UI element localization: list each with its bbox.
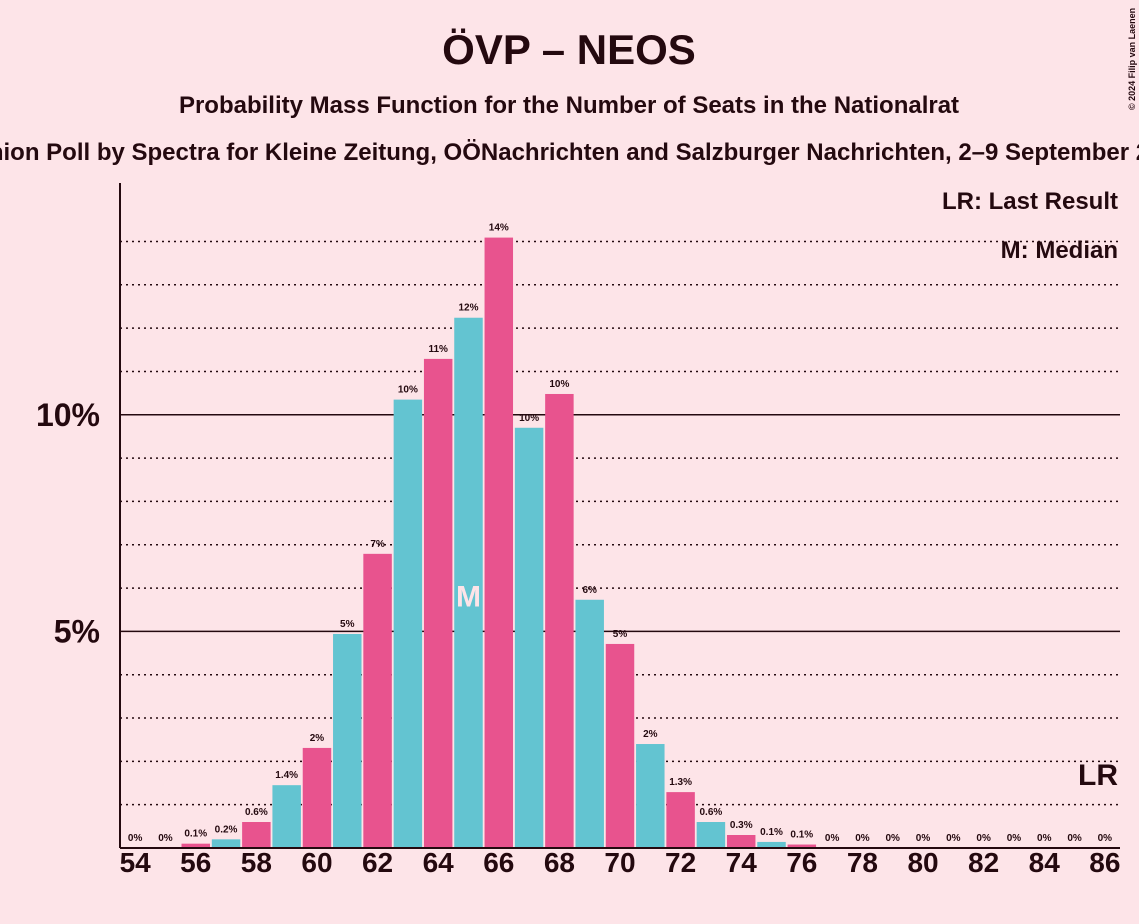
bar bbox=[272, 785, 301, 848]
value-label: 14% bbox=[489, 223, 509, 234]
x-tick-label: 58 bbox=[241, 847, 272, 878]
chart-caption: Opinion Poll by Spectra for Kleine Zeitu… bbox=[0, 139, 1139, 166]
bar bbox=[696, 822, 726, 848]
legend-entry: M: Median bbox=[1001, 237, 1118, 264]
y-tick-label: 5% bbox=[54, 613, 100, 649]
bar bbox=[181, 843, 210, 848]
x-tick-label: 74 bbox=[726, 847, 758, 878]
x-tick-label: 86 bbox=[1089, 847, 1120, 878]
x-tick-label: 64 bbox=[423, 847, 455, 878]
value-label: 0.3% bbox=[730, 820, 753, 831]
y-tick-label: 10% bbox=[36, 397, 100, 433]
value-label: 0% bbox=[1007, 833, 1022, 844]
x-tick-label: 84 bbox=[1029, 847, 1061, 878]
bar bbox=[363, 553, 392, 848]
value-label: 0% bbox=[855, 833, 870, 844]
x-tick-label: 56 bbox=[180, 847, 211, 878]
bar bbox=[726, 835, 756, 848]
value-label: 10% bbox=[519, 413, 539, 424]
x-tick-label: 62 bbox=[362, 847, 393, 878]
value-label: 0% bbox=[825, 833, 840, 844]
value-label: 0% bbox=[128, 833, 143, 844]
value-label: 2% bbox=[643, 729, 658, 740]
x-tick-label: 66 bbox=[483, 847, 514, 878]
bar bbox=[454, 317, 483, 848]
bar bbox=[757, 841, 786, 848]
bar bbox=[605, 643, 635, 848]
value-label: 5% bbox=[340, 619, 355, 630]
value-label: 0.1% bbox=[790, 830, 813, 841]
value-label: 0% bbox=[1037, 833, 1052, 844]
value-label: 0% bbox=[1098, 833, 1113, 844]
x-tick-label: 72 bbox=[665, 847, 696, 878]
bar bbox=[545, 393, 574, 848]
value-label: 0.6% bbox=[700, 807, 723, 818]
legend-entry: LR: Last Result bbox=[942, 188, 1118, 215]
x-tick-label: 80 bbox=[907, 847, 938, 878]
value-label: 0.2% bbox=[215, 824, 238, 835]
value-label: 11% bbox=[428, 344, 448, 355]
value-label: 0% bbox=[976, 833, 991, 844]
x-tick-label: 68 bbox=[544, 847, 575, 878]
value-label: 0% bbox=[946, 833, 961, 844]
x-tick-label: 70 bbox=[604, 847, 635, 878]
value-label: 0.6% bbox=[245, 807, 268, 818]
value-label: 0.1% bbox=[760, 827, 783, 838]
bar bbox=[636, 744, 665, 848]
x-tick-label: 60 bbox=[301, 847, 332, 878]
bar bbox=[514, 427, 544, 848]
bar bbox=[393, 399, 423, 848]
x-tick-label: 78 bbox=[847, 847, 878, 878]
median-marker: M bbox=[456, 581, 481, 614]
bar bbox=[575, 599, 604, 848]
value-label: 2% bbox=[310, 733, 325, 744]
last-result-label: LR bbox=[1078, 759, 1118, 792]
value-label: 0.1% bbox=[184, 829, 207, 840]
x-tick-label: 82 bbox=[968, 847, 999, 878]
x-tick-label: 54 bbox=[120, 847, 152, 878]
bar bbox=[666, 792, 695, 848]
copyright: © 2024 Filip van Laenen bbox=[1127, 8, 1137, 110]
value-label: 1.3% bbox=[669, 777, 692, 788]
value-label: 0% bbox=[886, 833, 901, 844]
bar bbox=[787, 844, 817, 848]
chart-subtitle: Probability Mass Function for the Number… bbox=[179, 92, 959, 119]
value-label: 0% bbox=[916, 833, 931, 844]
bar bbox=[211, 839, 241, 848]
value-label: 5% bbox=[613, 629, 628, 640]
chart-title: ÖVP – NEOS bbox=[442, 26, 696, 73]
value-label: 12% bbox=[458, 303, 478, 314]
bar bbox=[484, 237, 514, 849]
value-label: 0% bbox=[1067, 833, 1082, 844]
value-label: 10% bbox=[398, 385, 418, 396]
bar bbox=[302, 747, 332, 848]
value-label: 0% bbox=[158, 833, 173, 844]
value-label: 10% bbox=[549, 379, 569, 390]
value-label: 7% bbox=[370, 539, 385, 550]
value-label: 1.4% bbox=[275, 770, 298, 781]
bar bbox=[242, 822, 271, 848]
x-tick-label: 76 bbox=[786, 847, 817, 878]
value-label: 6% bbox=[582, 585, 597, 596]
bar bbox=[423, 358, 453, 848]
bar bbox=[333, 633, 362, 848]
